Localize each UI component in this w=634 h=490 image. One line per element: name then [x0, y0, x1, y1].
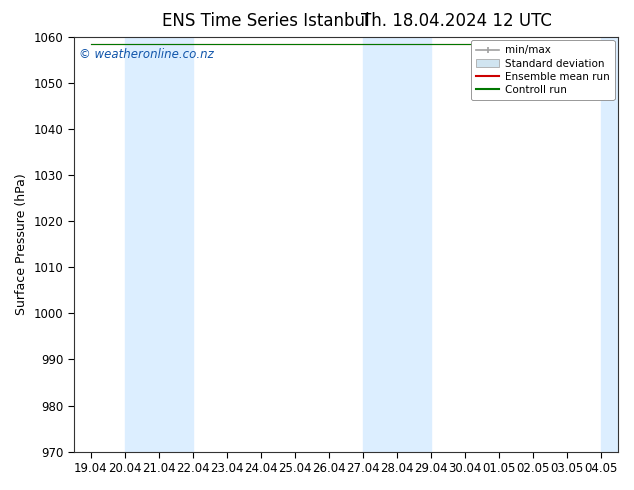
Text: ENS Time Series Istanbul: ENS Time Series Istanbul — [162, 12, 370, 30]
Legend: min/max, Standard deviation, Ensemble mean run, Controll run: min/max, Standard deviation, Ensemble me… — [471, 40, 614, 100]
Bar — [125, 37, 193, 452]
Text: Th. 18.04.2024 12 UTC: Th. 18.04.2024 12 UTC — [361, 12, 552, 30]
Y-axis label: Surface Pressure (hPa): Surface Pressure (hPa) — [15, 173, 28, 315]
Bar — [600, 37, 618, 452]
Bar — [363, 37, 430, 452]
Text: © weatheronline.co.nz: © weatheronline.co.nz — [79, 48, 214, 60]
